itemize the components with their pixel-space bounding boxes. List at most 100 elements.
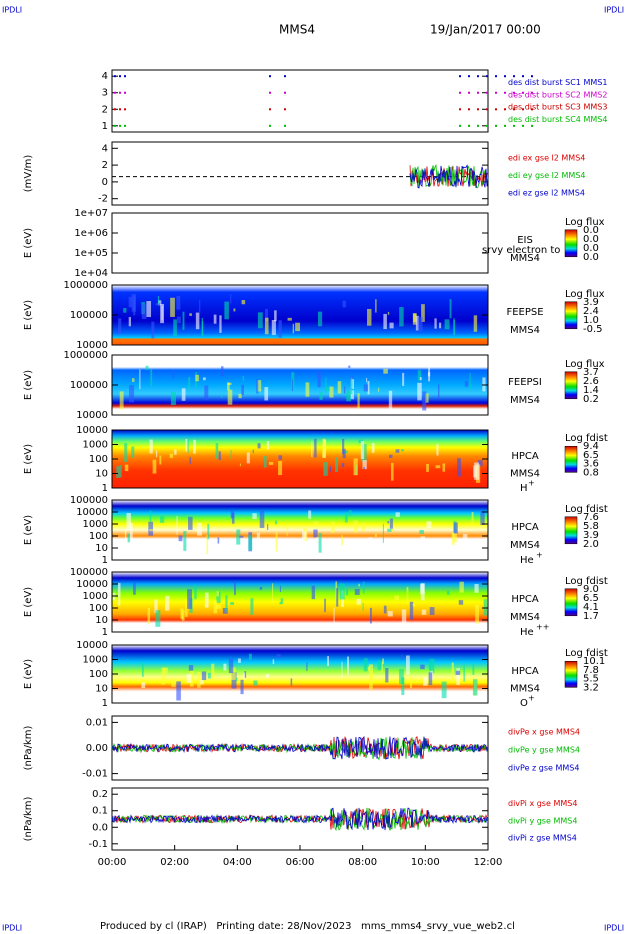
spectro-streak [230, 449, 232, 459]
burst-mark [114, 108, 116, 111]
y-tick-label: 100 [89, 669, 108, 680]
spectro-streak [291, 379, 293, 391]
y-tick-label: 100000 [70, 310, 108, 321]
spectro-streak [363, 384, 369, 392]
spectro-streak [420, 536, 425, 552]
spectro-streak [369, 664, 374, 682]
legend-entry: des dist burst SC4 MMS4 [508, 115, 607, 124]
plot-frame [111, 571, 489, 633]
spectro-streak [196, 522, 202, 536]
spectro-streak [182, 311, 185, 330]
spectro-streak [257, 443, 261, 449]
species-sup: + [528, 694, 535, 703]
legend-entry: divPi z gse MMS4 [508, 834, 577, 843]
spectro-streak [124, 443, 128, 463]
y-tick-label: 10 [95, 543, 108, 554]
burst-mark [269, 108, 271, 111]
y-tick-label: 10 [95, 684, 108, 695]
spectro-streak [439, 322, 442, 329]
legend-entry: edi ex gse l2 MMS4 [508, 153, 585, 162]
spectro-streak [473, 315, 478, 332]
burst-mark [486, 124, 488, 127]
colorbar-tick: 7.6 [583, 512, 599, 523]
spectro-streak [436, 443, 439, 456]
plot-frame [111, 499, 489, 561]
spectro-streak [263, 455, 267, 468]
spectro-streak [399, 669, 404, 685]
y-tick-label: 1000000 [63, 280, 108, 291]
spectro-streak [218, 451, 221, 461]
y-tick-label: 1e+07 [74, 208, 108, 219]
spectro-streak [160, 303, 165, 324]
spectro-streak [329, 386, 334, 398]
spectro-streak [185, 598, 188, 617]
spectro-streak [353, 458, 358, 476]
spectro-streak [341, 463, 345, 468]
spectro-streak [417, 370, 422, 381]
y-tick-label: 1 [102, 483, 108, 494]
spectro-streak [149, 529, 154, 532]
spectro-streak [242, 375, 245, 381]
spectro-streak [189, 457, 191, 465]
x-tick-label: 12:00 [474, 857, 503, 868]
spectro-streak [324, 598, 326, 613]
spectro-streak [375, 299, 377, 313]
spectro-streak [119, 465, 122, 478]
spectro-streak [367, 308, 372, 326]
x-tick-label: 02:00 [160, 857, 189, 868]
spectro-streak [412, 603, 416, 607]
spectro-streak [388, 454, 393, 458]
spectro-streak [131, 446, 135, 458]
spectrogram [112, 430, 488, 488]
spectro-streak [199, 679, 204, 685]
plot-frame [111, 141, 489, 206]
spectro-streak [391, 528, 394, 532]
spectro-streak [449, 299, 452, 319]
spectro-streak [371, 442, 375, 453]
spectro-streak [149, 439, 153, 454]
spectro-streak [295, 322, 301, 332]
spectro-streak [381, 661, 383, 673]
instrument-label: MMS4 [510, 395, 540, 406]
spectro-streak [128, 296, 133, 308]
colorbar-tick: 1.4 [583, 385, 599, 396]
burst-mark [468, 91, 470, 94]
spectro-streak [383, 605, 387, 614]
spectro-streak [399, 307, 404, 327]
burst-mark [124, 124, 126, 127]
instrument-label: MMS4 [510, 540, 540, 551]
burst-mark [284, 124, 286, 127]
y-tick-label: 1 [102, 121, 108, 132]
spectro-streak [201, 671, 207, 681]
spectro-streak [420, 583, 425, 595]
spectro-streak [318, 533, 322, 553]
y-tick-label: 0.2 [92, 789, 108, 800]
spectro-streak [325, 377, 327, 395]
y-tick-label: 2 [102, 104, 108, 115]
plot-frame [111, 69, 489, 133]
y-tick-label: 100 [89, 531, 108, 542]
burst-mark [531, 75, 533, 78]
spectro-streak [178, 535, 183, 542]
y-tick-label: -2 [98, 194, 108, 205]
spectro-streak [234, 581, 236, 595]
spectro-streak [367, 666, 370, 672]
burst-mark [114, 91, 116, 94]
spectro-streak [224, 301, 229, 320]
spectro-streak [456, 668, 460, 685]
y-tick-label: 10000 [76, 425, 108, 436]
spectro-streak [453, 527, 457, 543]
burst-mark [486, 91, 488, 94]
spectro-streak [272, 659, 275, 665]
spectro-streak [141, 662, 144, 677]
spectro-streak [469, 373, 471, 389]
spectro-streak [451, 532, 455, 545]
legend-entry: edi ey gse l2 MMS4 [508, 171, 586, 180]
y-tick-label: 100 [89, 603, 108, 614]
colorbar-tick: 9.4 [583, 441, 599, 452]
spectro-streak [202, 377, 206, 381]
spectro-streak [400, 449, 405, 452]
colorbar-tick: 3.7 [583, 367, 599, 378]
spectro-streak [378, 387, 380, 392]
burst-mark [124, 75, 126, 78]
